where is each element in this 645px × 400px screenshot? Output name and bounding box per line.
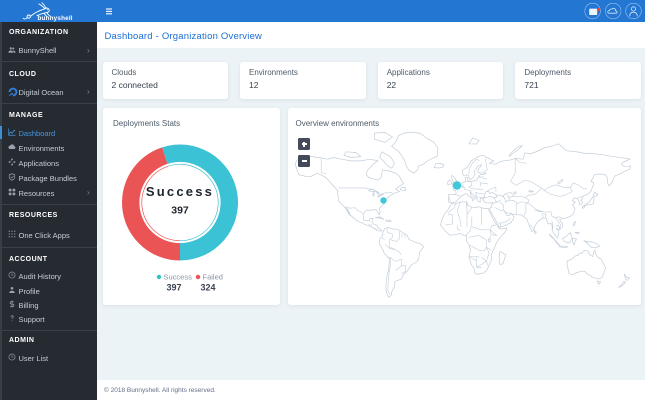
svg-text:bunnyshell: bunnyshell — [38, 15, 73, 22]
svg-text:397: 397 — [166, 283, 181, 293]
svg-text:Failed: Failed — [202, 273, 222, 282]
svg-text:Success: Success — [145, 184, 213, 199]
svg-text:397: 397 — [171, 205, 189, 217]
svg-text:324: 324 — [200, 283, 215, 293]
svg-text:Success: Success — [163, 273, 192, 282]
